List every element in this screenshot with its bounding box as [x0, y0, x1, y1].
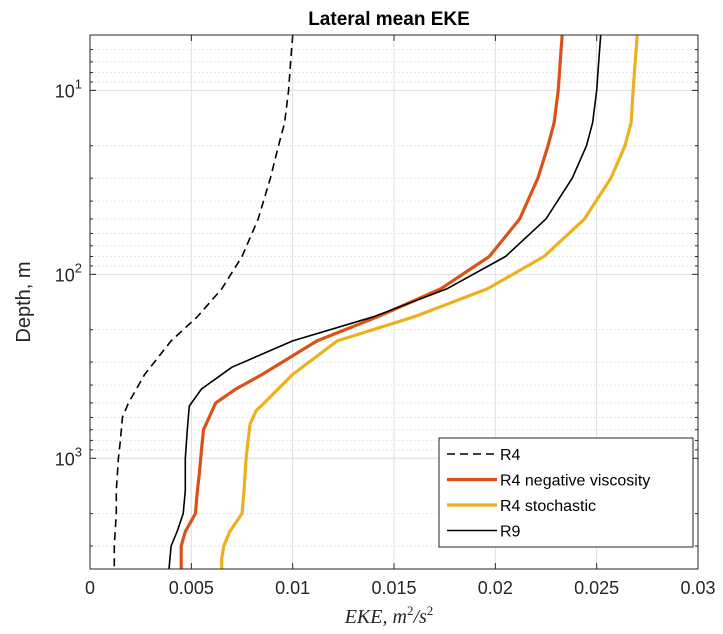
- chart-title: Lateral mean EKE: [308, 9, 470, 30]
- x-axis-label: EKE, m2/s2: [344, 603, 434, 628]
- legend-label: R9: [500, 524, 521, 541]
- x-tick-label: 0.005: [169, 578, 214, 598]
- x-tick-label: 0.025: [574, 578, 619, 598]
- legend-label: R4: [500, 447, 521, 464]
- x-tick-label: 0.015: [371, 578, 416, 598]
- x-tick-label: 0.02: [478, 578, 513, 598]
- legend-label: R4 negative viscosity: [500, 473, 650, 490]
- x-tick-label: 0.03: [680, 578, 715, 598]
- y-axis-label: Depth, m: [13, 261, 35, 342]
- x-tick-label: 0.01: [275, 578, 310, 598]
- x-tick-label: 0: [85, 578, 95, 598]
- legend-label: R4 stochastic: [500, 498, 596, 515]
- legend: R4 R4 negative viscosity R4 stochastic R9: [439, 438, 693, 547]
